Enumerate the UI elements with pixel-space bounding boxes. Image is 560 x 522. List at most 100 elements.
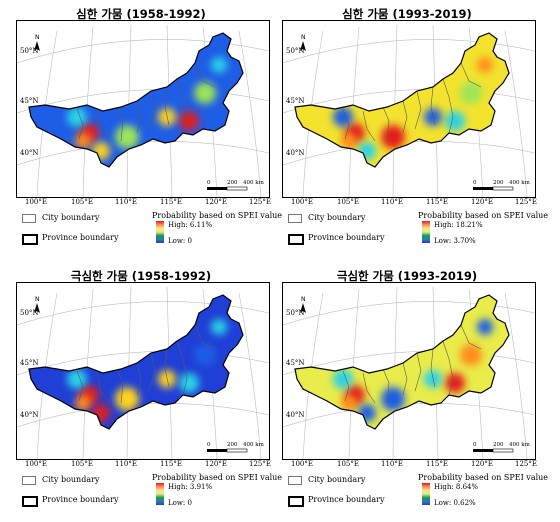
- probability-hotspot: [333, 369, 353, 389]
- north-arrow-shape: [34, 303, 40, 313]
- province-boundary-swatch: [288, 234, 304, 245]
- city-boundary: [382, 368, 390, 404]
- scale-segment: [473, 187, 493, 190]
- legend: City boundary Province boundary Probabil…: [282, 211, 548, 259]
- legend: City boundary Province boundary Probabil…: [16, 473, 282, 521]
- lon-label: 100°E: [291, 460, 313, 468]
- probability-hotspot: [211, 319, 227, 335]
- lat-label: 45°N: [286, 359, 305, 367]
- lon-label: 125°E: [515, 460, 537, 468]
- legend-high: High: 6.11%: [168, 221, 213, 229]
- city-boundary-swatch: [22, 476, 36, 485]
- lon-label: 115°E: [160, 460, 182, 468]
- probability-hotspot: [341, 395, 357, 411]
- probability-surface: [295, 33, 509, 167]
- city-boundary: [136, 100, 142, 134]
- latitude-graticule: [283, 39, 535, 64]
- lon-label: 110°E: [381, 460, 403, 468]
- city-boundary-swatch: [288, 214, 302, 223]
- map-panel-1: 심한 가뭄 (1958-1992) 50°N 45°N 40°N N 0 200 400 k…: [6, 4, 282, 260]
- city-boundary: [116, 368, 124, 404]
- scale-segment: [226, 186, 248, 191]
- lon-label: 115°E: [426, 460, 448, 468]
- panel-title: 극심한 가뭄 (1958-1992): [70, 269, 212, 283]
- longitude-labels: 100°E 105°E 110°E 115°E 120°E 125°E: [16, 198, 271, 208]
- lat-label: 40°N: [286, 149, 305, 157]
- lon-label: 100°E: [25, 198, 47, 206]
- city-boundary: [148, 90, 156, 130]
- latitude-graticule: [17, 403, 269, 428]
- lat-label: 50°N: [20, 309, 39, 317]
- province-boundary: [294, 32, 510, 168]
- north-arrow-label: N: [35, 296, 40, 303]
- north-arrow-shape: [300, 303, 306, 313]
- city-boundary: [148, 352, 156, 392]
- north-arrow-label: N: [301, 34, 306, 41]
- probability-hotspot: [381, 387, 405, 411]
- city-boundary: [194, 324, 216, 350]
- north-arrow-label: N: [301, 296, 306, 303]
- city-boundary: [442, 340, 454, 396]
- panel-title: 심한 가뭄 (1958-1992): [76, 7, 206, 21]
- map-frame: 50°N 45°N 40°N N 0 200 400 km: [282, 282, 536, 460]
- map-panel-4: 극심한 가뭄 (1993-2019) 50°N 45°N 40°N N 0 200 400 …: [272, 266, 548, 522]
- latitude-graticule: [283, 403, 535, 428]
- city-boundary-label: City boundary: [42, 475, 100, 484]
- probability-title: Probability based on SPEI value: [418, 211, 549, 220]
- legend-low: Low: 0: [168, 499, 192, 507]
- city-boundary: [342, 108, 350, 140]
- city-boundary-label: City boundary: [42, 213, 100, 222]
- probability-surface: [29, 33, 243, 167]
- scale-label: 200: [227, 180, 238, 186]
- scale-segment: [492, 448, 514, 453]
- lat-label: 45°N: [286, 97, 305, 105]
- drought-map: 50°N 45°N 40°N N 0 200 400 km: [17, 286, 269, 459]
- lon-label: 120°E: [205, 460, 227, 468]
- scale-segment: [473, 449, 493, 452]
- probability-hotspot: [92, 404, 110, 422]
- scale-label: 200: [227, 442, 238, 448]
- scale-segment: [207, 449, 227, 452]
- scale-label: 0: [473, 442, 477, 448]
- latitude-graticule: [17, 141, 269, 166]
- lon-label: 120°E: [205, 198, 227, 206]
- city-boundary: [136, 362, 142, 396]
- probability-hotspot: [341, 133, 357, 149]
- lon-label: 100°E: [25, 460, 47, 468]
- north-arrow-icon: N: [34, 34, 40, 51]
- scale-label: 0: [473, 180, 477, 186]
- probability-hotspot: [115, 125, 139, 149]
- probability-surface: [295, 295, 509, 429]
- city-boundary-label: City boundary: [308, 475, 366, 484]
- latitude-graticule: [283, 89, 535, 114]
- scale-label: 200: [493, 442, 504, 448]
- lat-label: 50°N: [286, 309, 305, 317]
- color-ramp: [422, 483, 430, 505]
- longitude-graticule: [238, 292, 262, 459]
- legend-low: Low: 0.62%: [434, 499, 476, 507]
- city-boundary: [460, 62, 482, 88]
- legend: City boundary Province boundary Probabil…: [16, 211, 282, 259]
- scale-bar: 0 200 400 km: [207, 442, 265, 453]
- lon-label: 110°E: [115, 198, 137, 206]
- probability-hotspot: [460, 82, 482, 104]
- latitude-graticule: [283, 301, 535, 326]
- province-boundary-label: Province boundary: [42, 495, 119, 504]
- city-boundary-swatch: [288, 476, 302, 485]
- probability-hotspot: [67, 107, 87, 127]
- city-boundary: [96, 372, 110, 404]
- probability-hotspot: [179, 373, 199, 393]
- probability-hotspot: [115, 387, 139, 411]
- longitude-labels: 100°E 105°E 110°E 115°E 120°E 125°E: [282, 198, 537, 208]
- probability-hotspot: [179, 111, 199, 131]
- probability-hotspot: [477, 57, 493, 73]
- lon-label: 100°E: [291, 198, 313, 206]
- city-boundary: [382, 106, 390, 142]
- legend-high: High: 8.64%: [434, 483, 479, 491]
- city-boundary: [96, 110, 110, 142]
- lat-label: 50°N: [286, 47, 305, 55]
- city-boundary-label: City boundary: [308, 213, 366, 222]
- surface-base: [29, 295, 243, 429]
- surface-base: [295, 33, 509, 167]
- scale-label: 400 km: [509, 180, 531, 186]
